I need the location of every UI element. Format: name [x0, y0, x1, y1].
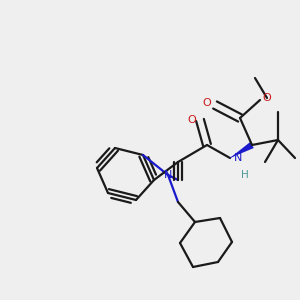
Text: N: N — [164, 170, 172, 180]
Text: O: O — [188, 115, 196, 125]
Text: O: O — [262, 93, 272, 103]
Text: H: H — [241, 170, 249, 180]
Polygon shape — [230, 142, 254, 158]
Text: N: N — [234, 153, 242, 163]
Text: O: O — [202, 98, 211, 108]
